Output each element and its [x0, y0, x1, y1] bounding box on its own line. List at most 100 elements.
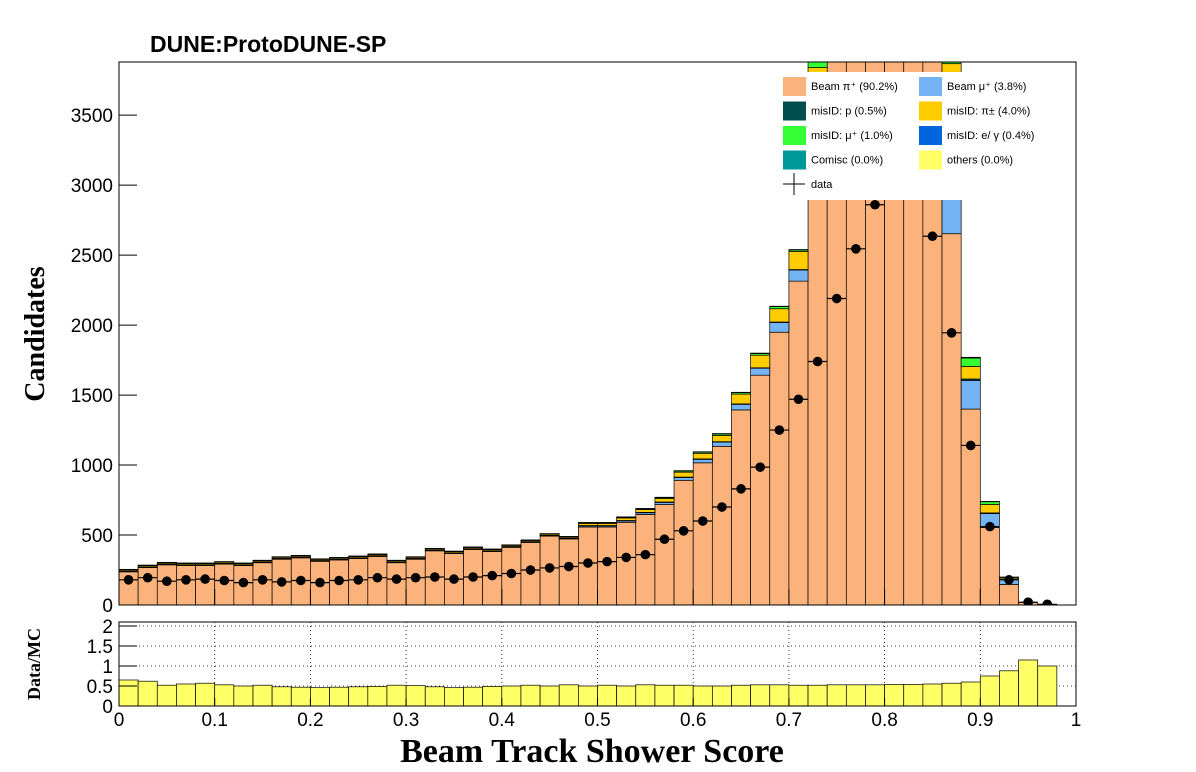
data-point — [181, 575, 191, 585]
x-tick-label: 1 — [1071, 710, 1082, 731]
data-point — [870, 199, 880, 210]
data-point — [200, 574, 210, 584]
data-point — [774, 425, 785, 435]
bar — [788, 684, 809, 706]
bar — [807, 684, 828, 706]
data-point — [142, 572, 153, 583]
bar — [252, 684, 273, 706]
data-point — [1042, 599, 1053, 605]
bar — [310, 687, 330, 706]
x-tick-label: 0.4 — [489, 710, 516, 731]
bar — [501, 685, 522, 706]
data-point — [487, 570, 498, 581]
bar — [463, 686, 484, 706]
bar-segment — [654, 504, 675, 605]
bar — [635, 684, 656, 706]
data-point — [697, 516, 708, 526]
bar — [176, 683, 196, 706]
data-point — [946, 328, 957, 338]
data-point — [602, 556, 612, 567]
bar-segment — [979, 501, 1000, 505]
legend-label: Beam μ⁺ (3.8%) — [947, 81, 1026, 93]
legend-swatch — [919, 77, 942, 96]
bar — [119, 679, 139, 706]
data-point — [353, 575, 364, 585]
legend-label: misID: e/ γ (0.4%) — [947, 130, 1034, 142]
bar — [482, 686, 503, 706]
data-point — [257, 575, 268, 585]
data-point — [1023, 597, 1033, 605]
y-tick-label: 500 — [81, 526, 113, 547]
data-point — [736, 484, 746, 494]
bar — [865, 684, 885, 706]
data-point — [525, 565, 536, 575]
bar — [520, 684, 541, 706]
x-tick-label: 0 — [114, 710, 125, 731]
y-tick-label: 2000 — [71, 316, 113, 337]
bar — [195, 682, 216, 706]
legend-swatch — [919, 126, 942, 145]
bar — [578, 685, 598, 706]
data-point — [544, 563, 555, 573]
bar-segment — [616, 521, 637, 605]
legend-label: misID: μ⁺ (1.0%) — [811, 130, 893, 142]
data-point — [851, 244, 861, 254]
y-tick-label: 1 — [102, 657, 113, 678]
bar-segment — [960, 357, 981, 367]
bar-segment — [999, 584, 1019, 605]
bar-segment — [750, 367, 771, 376]
y-tick-label: 1500 — [71, 386, 113, 407]
bar-segment — [960, 356, 981, 359]
y-tick-label: 0 — [102, 596, 113, 617]
y-tick-label: 1.5 — [87, 637, 113, 658]
data-point — [640, 549, 651, 560]
bar — [999, 670, 1019, 706]
data-point — [965, 440, 976, 451]
bar-segment — [769, 308, 790, 323]
bar — [692, 685, 713, 706]
data-point — [583, 558, 593, 568]
bar-segment — [979, 504, 1000, 514]
bar — [769, 684, 790, 706]
legend-swatch — [783, 126, 806, 145]
data-point — [812, 356, 823, 367]
legend-swatch — [783, 150, 806, 170]
data-point — [755, 462, 765, 472]
bar-segment — [788, 251, 809, 270]
bar — [826, 684, 847, 706]
data-point — [372, 572, 383, 583]
bar — [979, 675, 1000, 706]
bar — [329, 686, 350, 706]
bar — [941, 682, 962, 706]
legend-swatch — [919, 150, 942, 170]
bar — [597, 684, 617, 706]
bar-segment — [788, 280, 809, 605]
bar — [654, 684, 675, 706]
bar-segment — [769, 322, 790, 333]
bar — [750, 684, 771, 706]
y-tick-label: 0 — [102, 697, 113, 718]
bar — [922, 683, 943, 706]
bar — [960, 681, 981, 706]
legend: Beam π⁺ (90.2%) Beam μ⁺ (3.8%) misID: p (0… — [777, 72, 1067, 200]
data-point — [238, 577, 249, 588]
bar — [1037, 665, 1058, 706]
legend-label: data — [811, 179, 833, 191]
bar-segment — [635, 509, 656, 513]
data-point — [410, 572, 421, 583]
legend-label: misID: p (0.5%) — [811, 106, 887, 118]
x-tick-label: 0.7 — [776, 710, 802, 731]
bar-segment — [788, 269, 809, 282]
bar-segment — [711, 435, 732, 443]
data-point — [678, 526, 689, 536]
bar-segment — [960, 366, 981, 380]
bar-segment — [979, 527, 1000, 605]
bar-segment — [960, 380, 981, 410]
data-point — [449, 574, 459, 584]
data-point — [985, 521, 995, 532]
ratio-plot — [119, 622, 1076, 706]
data-point — [430, 572, 440, 582]
bar-segment — [941, 233, 962, 605]
data-point — [162, 576, 172, 587]
bar — [405, 685, 426, 706]
